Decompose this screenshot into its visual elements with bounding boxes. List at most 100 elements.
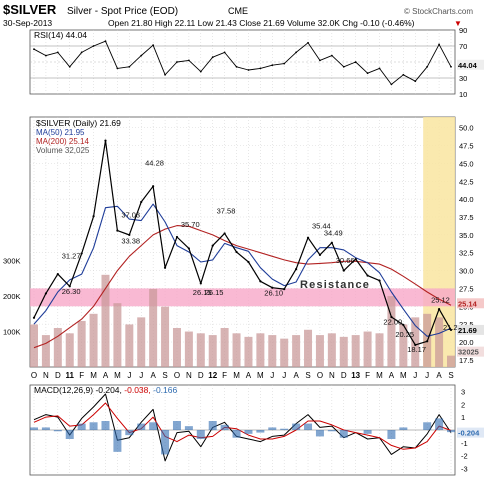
price-point <box>163 266 167 269</box>
x-tick-label: J <box>127 371 131 380</box>
price-point <box>271 286 274 289</box>
price-annotations: 31.27 26.30 44.28 37.03 33.38 35.70 26.1526.15… <box>62 159 462 355</box>
rsi-point <box>271 64 274 67</box>
rsi-point <box>92 45 95 47</box>
volume-last-value-box <box>457 346 484 357</box>
rsi-point <box>247 69 250 71</box>
macd-signal-legend-value: -0.038, <box>124 385 150 395</box>
price-tick-label: 50.0 <box>459 124 474 133</box>
rsi-point <box>80 51 83 54</box>
price-point <box>92 215 95 218</box>
rsi-line <box>33 40 452 85</box>
ticker-title: $SILVER <box>3 2 57 17</box>
macd-hist-bar <box>399 427 408 430</box>
x-tick-label: A <box>389 371 395 380</box>
rsi-tick-label: 10 <box>459 90 467 99</box>
price-point <box>247 260 250 264</box>
rsi-point <box>450 65 452 68</box>
price-point <box>259 280 262 283</box>
price-legend: $SILVER (Daily) 21.69 <box>36 118 121 128</box>
volume-bar <box>256 333 265 367</box>
x-tick-label: J <box>425 371 429 380</box>
price-annotation: 26.15 <box>205 288 224 297</box>
volume-bar <box>137 317 146 367</box>
volume-last-value: 32025 <box>458 348 479 357</box>
macd-last-value-box <box>457 427 484 438</box>
price-point <box>223 232 226 235</box>
macd-hist-bar <box>125 430 134 436</box>
series-lines <box>32 40 453 462</box>
macd-tick-label: -2 <box>461 452 468 461</box>
price-point <box>318 253 322 256</box>
macd-legend: MACD(12,26,9) -0.204, -0.038, -0.166 <box>34 385 177 395</box>
macd-line <box>33 393 452 462</box>
rsi-point <box>307 41 309 44</box>
volume-bar <box>65 333 74 367</box>
price-annotation: 33.38 <box>121 236 140 245</box>
rsi-point <box>354 61 357 63</box>
rsi-point <box>223 51 226 54</box>
rsi-point <box>33 48 35 51</box>
rsi-point <box>366 72 369 75</box>
price-annotation: 26.30 <box>62 287 81 296</box>
price-annotation: 44.28 <box>145 159 164 168</box>
macd-hist-bar <box>89 422 98 430</box>
rsi-point <box>259 67 262 70</box>
rsi-point <box>128 65 131 68</box>
macd-hist-bar <box>256 430 265 433</box>
price-point <box>116 229 119 232</box>
volume-bar <box>399 324 408 367</box>
volume-bar <box>304 329 313 367</box>
price-tick-label: 40.0 <box>459 195 474 204</box>
ma200-line <box>33 225 452 349</box>
x-tick-label: M <box>233 371 240 380</box>
volume-bar <box>220 328 229 367</box>
price-annotation: 35.44 <box>312 222 331 231</box>
price-annotation: 25.12 <box>431 295 450 304</box>
volume-bar <box>53 328 62 367</box>
macd-hist-bar <box>149 422 158 430</box>
rsi-point <box>378 67 381 70</box>
price-tick-label: 47.5 <box>459 142 474 151</box>
macd-hist-bar <box>184 426 193 430</box>
price-annotation: 22.00 <box>383 318 402 327</box>
macd-hist-bar <box>53 430 62 432</box>
price-annotation: 37.58 <box>217 206 236 215</box>
volume-bar <box>363 331 372 367</box>
price-point <box>283 288 286 291</box>
price-point <box>330 241 333 244</box>
x-tick-label: S <box>305 371 310 380</box>
rsi-point <box>116 67 119 70</box>
macd-tick-label: -3 <box>461 465 468 474</box>
macd-hist-bar <box>137 423 146 430</box>
quote-line: Open 21.80 High 22.11 Low 21.43 Close 21… <box>108 18 415 28</box>
macd-hist-bar <box>208 421 217 430</box>
macd-signal-line <box>33 402 452 450</box>
rsi-point <box>199 70 202 73</box>
macd-hist-bar <box>77 423 86 430</box>
rsi-point <box>56 51 59 54</box>
ma50-line <box>33 203 452 337</box>
quote-date: 30-Sep-2013 <box>3 18 52 28</box>
price-tick-label: 30.0 <box>459 267 474 276</box>
rsi-point <box>68 65 71 68</box>
macd-hist-bar <box>292 423 301 430</box>
macd-hist-bar <box>387 430 396 439</box>
price-panel <box>29 116 456 368</box>
rsi-point <box>426 65 429 68</box>
price-point <box>199 282 202 285</box>
x-tick-label: A <box>293 371 299 380</box>
price-point <box>68 285 71 288</box>
rsi-point <box>140 54 143 57</box>
resistance-label: Resistance <box>300 279 370 291</box>
volume-bar <box>125 324 134 367</box>
volume-bar <box>196 333 205 367</box>
price-point <box>80 252 83 255</box>
price-tick-label: 22.5 <box>459 320 474 329</box>
rsi-point <box>295 51 298 54</box>
macd-tick-label: 1 <box>461 413 465 422</box>
x-tick-label: D <box>198 371 204 380</box>
price-tick-label: 45.0 <box>459 159 474 168</box>
volume-tick-label: 300K <box>3 257 21 266</box>
